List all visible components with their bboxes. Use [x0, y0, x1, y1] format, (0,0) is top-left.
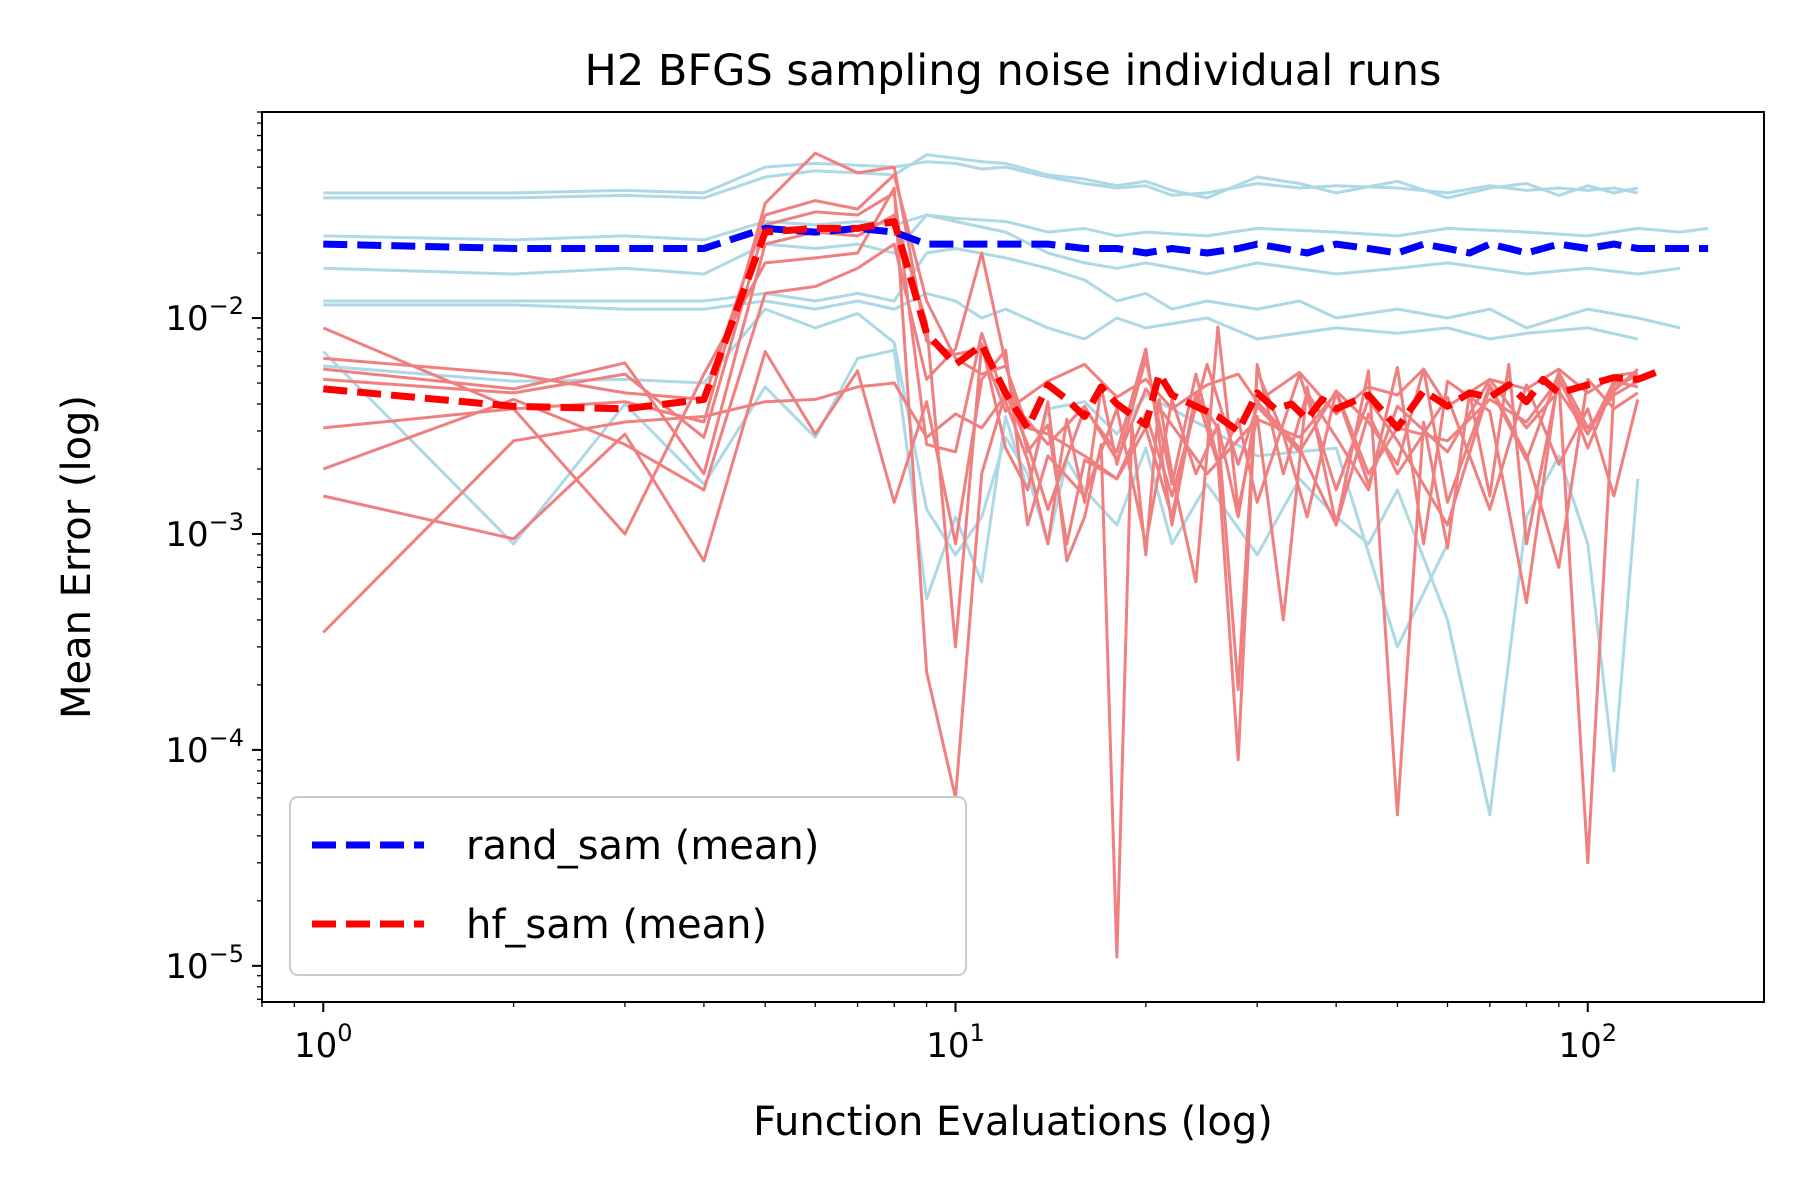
series-hf-sam-run-1 [322, 151, 1639, 424]
y-tick-label: 10−3 [165, 508, 244, 555]
series-hf-sam-run-7 [322, 348, 1640, 563]
y-tick-label: 10−2 [165, 292, 244, 339]
legend: rand_sam (mean) hf_sam (mean) [289, 796, 967, 976]
legend-label-rand-sam: rand_sam (mean) [466, 823, 819, 869]
series-rand-sam-run-2 [323, 153, 1639, 200]
y-tick-label: 10−5 [165, 940, 244, 987]
series-hf-sam-run-5 [323, 186, 1639, 800]
series-rand-sam-mean [323, 224, 1709, 257]
x-axis-label: Function Evaluations (log) [753, 1099, 1273, 1145]
y-tick-label: 10−4 [165, 724, 244, 771]
chart-title: H2 BFGS sampling noise individual runs [585, 46, 1442, 96]
series-rand-sam-run-3 [323, 213, 1709, 242]
legend-label-hf-sam: hf_sam (mean) [466, 902, 767, 948]
series-rand-sam-run-5 [323, 247, 1681, 330]
x-axis: 100 101 102 [261, 1002, 1617, 1066]
series-hf-sam-run-8 [322, 377, 1639, 634]
series-rand-sam-run-8 [323, 307, 1640, 817]
x-tick-label: 102 [1558, 1019, 1617, 1066]
series-layer [322, 151, 1709, 959]
series-hf-sam-mean [322, 218, 1662, 435]
series-rand-sam-run-6 [323, 291, 1639, 341]
plot-frame [261, 111, 1765, 1003]
x-tick-label: 101 [926, 1019, 985, 1066]
y-axis-label: Mean Error (log) [54, 395, 100, 719]
legend-box [289, 796, 967, 976]
y-axis: 10−5 10−4 10−3 10−2 [165, 111, 262, 1000]
x-tick-label: 100 [294, 1019, 353, 1066]
